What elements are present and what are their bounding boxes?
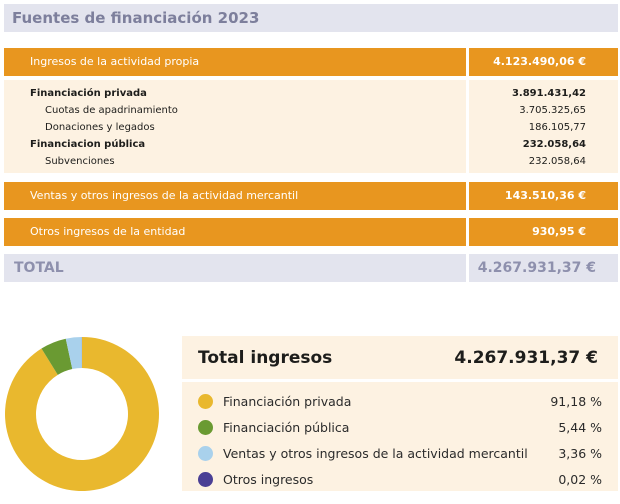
detail-label: Donaciones y legados <box>45 122 155 133</box>
row-value: 143.510,36 € <box>469 182 618 210</box>
legend-header: Total ingresos 4.267.931,37 € <box>182 336 618 379</box>
donut-slice <box>4 337 160 491</box>
detail-label: Financiacion pública <box>30 139 146 150</box>
legend-percent: 91,18 % <box>550 393 602 409</box>
legend-swatch <box>198 445 213 461</box>
detail-labels: Financiación privada Cuotas de apadrinami… <box>4 80 466 173</box>
legend-label: Ventas y otros ingresos de la actividad … <box>223 445 528 461</box>
legend-percent: 3,36 % <box>558 445 602 461</box>
total-label: TOTAL <box>4 254 466 282</box>
legend-label: Otros ingresos <box>223 471 314 487</box>
legend-item: Ventas y otros ingresos de la actividad … <box>198 440 602 466</box>
detail-label: Subvenciones <box>45 156 115 167</box>
detail-value: 232.058,64 <box>522 139 586 150</box>
row-total: TOTAL 4.267.931,37 € <box>4 254 618 282</box>
detail-value: 3.891.431,42 <box>511 88 586 99</box>
donut-chart <box>4 337 160 491</box>
detail-value: 3.705.325,65 <box>519 105 586 116</box>
row-ingresos-actividad-propia: Ingresos de la actividad propia 4.123.49… <box>4 48 618 76</box>
legend-label: Financiación pública <box>223 419 350 435</box>
legend-percent: 0,02 % <box>558 471 602 487</box>
legend-swatch <box>198 471 213 487</box>
legend-item: Financiación pública 5,44 % <box>198 414 602 440</box>
row-label: Otros ingresos de la entidad <box>4 218 466 246</box>
row-otros-ingresos: Otros ingresos de la entidad 930,95 € <box>4 218 618 246</box>
row-value: 930,95 € <box>469 218 618 246</box>
legend-percent: 5,44 % <box>558 419 602 435</box>
section-title: Fuentes de financiación 2023 <box>4 4 618 32</box>
detail-breakdown: Financiación privada Cuotas de apadrinami… <box>4 80 618 173</box>
detail-label: Financiación privada <box>30 88 147 99</box>
total-value: 4.267.931,37 € <box>469 254 618 282</box>
detail-value: 186.105,77 <box>528 122 586 133</box>
legend-total: 4.267.931,37 € <box>454 347 598 368</box>
detail-label: Cuotas de apadrinamiento <box>45 105 178 116</box>
legend-list: Financiación privada 91,18 % Financiación … <box>182 382 618 491</box>
row-ventas: Ventas y otros ingresos de la actividad … <box>4 182 618 210</box>
row-label: Ingresos de la actividad propia <box>4 48 466 76</box>
legend-item: Financiación privada 91,18 % <box>198 388 602 414</box>
donut-slice <box>65 337 82 370</box>
detail-values: 3.891.431,42 3.705.325,65 186.105,77 232.05… <box>469 80 618 173</box>
legend-label: Financiación privada <box>223 393 352 409</box>
detail-value: 232.058,64 <box>528 156 586 167</box>
row-label: Ventas y otros ingresos de la actividad … <box>4 182 466 210</box>
row-value: 4.123.490,06 € <box>469 48 618 76</box>
legend-title: Total ingresos <box>198 347 333 368</box>
donut-slice <box>41 338 73 375</box>
legend-panel: Total ingresos 4.267.931,37 € Financiaci… <box>182 336 618 491</box>
legend-item: Otros ingresos 0,02 % <box>198 466 602 492</box>
legend-swatch <box>198 393 213 409</box>
legend-swatch <box>198 419 213 435</box>
